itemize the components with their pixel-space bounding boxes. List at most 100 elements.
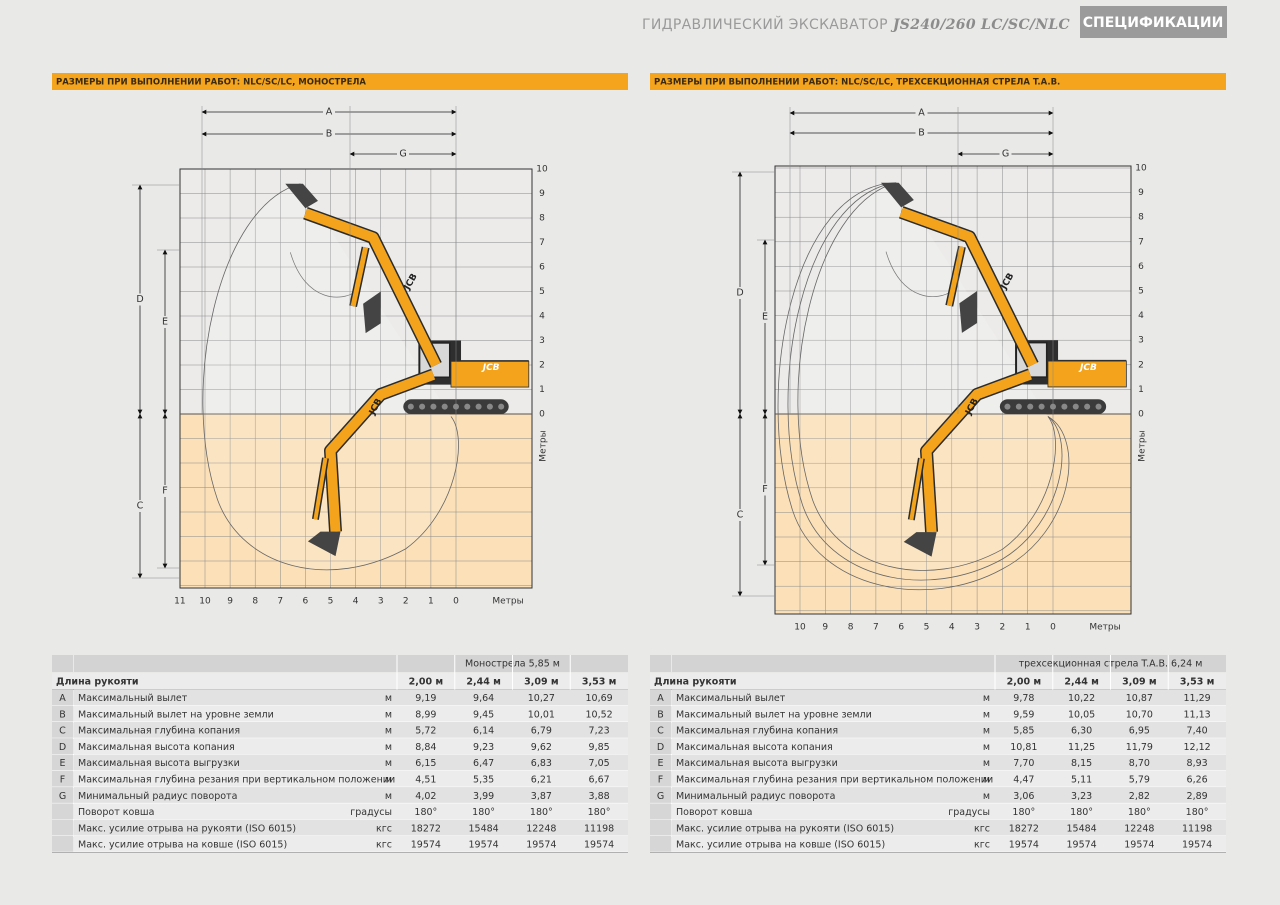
boom bbox=[921, 369, 1032, 533]
row-label: Максимальная высота копания bbox=[676, 742, 833, 753]
row-label: Максимальная глубина копания bbox=[78, 726, 240, 737]
table-row bbox=[74, 721, 628, 739]
row-value: 2,82 bbox=[1129, 791, 1150, 802]
table-row bbox=[74, 689, 628, 706]
row-value: 5,79 bbox=[1129, 774, 1150, 785]
row-label: Максимальная высота выгрузки bbox=[78, 758, 240, 769]
table-row bbox=[74, 705, 628, 722]
row-label: Макс. усилие отрыва на рукояти (ISO 6015… bbox=[78, 823, 296, 834]
x-tick-label: 0 bbox=[453, 597, 459, 607]
row-value: 10,81 bbox=[1010, 742, 1037, 753]
x-tick-label: 11 bbox=[174, 597, 185, 607]
bucket bbox=[903, 532, 937, 557]
table-arm-row bbox=[650, 673, 1226, 690]
row-value: 4,51 bbox=[415, 774, 436, 785]
row-unit: кгс bbox=[974, 840, 990, 851]
table-letter-cell bbox=[650, 787, 671, 804]
bucket bbox=[880, 182, 914, 208]
x-tick-label: 6 bbox=[303, 597, 309, 607]
row-label: Максимальная глубина резания при вертика… bbox=[676, 774, 993, 785]
table-letter-cell bbox=[650, 738, 671, 755]
row-value: 19574 bbox=[469, 840, 499, 851]
table-letter-cell bbox=[650, 803, 671, 820]
dimension-label-bg bbox=[915, 107, 928, 119]
track-roller bbox=[1084, 403, 1091, 410]
x-tick-label: 2 bbox=[1000, 623, 1006, 633]
dimension-label: E bbox=[762, 312, 768, 323]
table-letter-cell bbox=[650, 705, 671, 722]
row-label: Макс. усилие отрыва на ковше (ISO 6015) bbox=[676, 840, 885, 851]
row-value: 180° bbox=[1012, 807, 1035, 818]
row-value: 7,23 bbox=[589, 726, 610, 737]
dimension-label: E bbox=[162, 317, 168, 328]
table-arm: 3,53 м bbox=[582, 677, 617, 688]
track-roller bbox=[1095, 403, 1102, 410]
dimension-label: A bbox=[326, 107, 333, 118]
table-row bbox=[672, 705, 1226, 722]
row-letter: F bbox=[60, 774, 65, 785]
row-unit: м bbox=[385, 693, 392, 704]
row-value: 8,15 bbox=[1071, 758, 1092, 769]
row-value: 15484 bbox=[469, 823, 499, 834]
track-roller bbox=[407, 403, 414, 410]
track-roller bbox=[1061, 403, 1068, 410]
row-label: Максимальная глубина резания при вертика… bbox=[78, 774, 395, 785]
boom bbox=[325, 370, 436, 532]
dimension-label-bg bbox=[759, 483, 771, 496]
dimension-label-bg bbox=[999, 148, 1012, 160]
row-label: Максимальная высота копания bbox=[78, 742, 235, 753]
y-tick-label: 8 bbox=[539, 214, 545, 224]
y-tick-label: 3 bbox=[1138, 336, 1144, 346]
y-tick-label: 5 bbox=[539, 287, 545, 297]
table-arm-header: Длина рукояти bbox=[56, 677, 139, 688]
x-tick-label: 10 bbox=[199, 597, 211, 607]
row-letter: G bbox=[657, 791, 664, 802]
row-value: 11,79 bbox=[1126, 742, 1153, 753]
dimension-label: G bbox=[399, 149, 406, 160]
y-tick-label: 2 bbox=[539, 361, 545, 371]
row-unit: м bbox=[983, 693, 990, 704]
row-value: 8,84 bbox=[415, 742, 436, 753]
reach-envelope bbox=[787, 182, 1063, 581]
x-tick-label: 4 bbox=[949, 623, 955, 633]
x-tick-label: 9 bbox=[822, 623, 828, 633]
table-letter-cell bbox=[650, 754, 671, 771]
row-value: 19574 bbox=[1124, 840, 1154, 851]
row-value: 10,87 bbox=[1126, 693, 1153, 704]
table-row bbox=[74, 738, 628, 755]
counterweight bbox=[450, 360, 530, 388]
y-tick-label: 7 bbox=[539, 238, 545, 248]
row-value: 9,78 bbox=[1013, 693, 1034, 704]
row-letter: C bbox=[59, 726, 66, 737]
dimension-label-bg bbox=[323, 128, 335, 140]
row-value: 6,21 bbox=[531, 774, 552, 785]
y-tick-label: 3 bbox=[539, 336, 545, 346]
dimension-label-bg bbox=[915, 127, 928, 139]
row-value: 11,13 bbox=[1184, 709, 1211, 720]
row-unit: м bbox=[385, 791, 392, 802]
dimension-label: A bbox=[918, 108, 925, 119]
row-unit: м bbox=[983, 742, 990, 753]
table-boom-bg bbox=[74, 655, 628, 672]
x-tick-label: 3 bbox=[974, 623, 980, 633]
table-row bbox=[672, 787, 1226, 804]
dimension-label: G bbox=[1002, 149, 1009, 160]
row-value: 7,70 bbox=[1013, 758, 1034, 769]
row-value: 11,29 bbox=[1184, 693, 1211, 704]
row-value: 6,83 bbox=[531, 758, 552, 769]
table-row bbox=[672, 836, 1226, 853]
row-value: 8,99 bbox=[415, 709, 436, 720]
plot-below bbox=[775, 414, 1131, 614]
table-row bbox=[672, 754, 1226, 771]
track-roller bbox=[1004, 403, 1011, 410]
row-label: Минимальный радиус поворота bbox=[78, 791, 237, 802]
row-unit: кгс bbox=[974, 823, 990, 834]
header-title: ГИДРАВЛИЧЕСКИЙ ЭКСКАВАТОР JS240/260 LC/SC… bbox=[642, 15, 1070, 33]
dimension-label-bg bbox=[134, 500, 146, 512]
row-unit: кгс bbox=[376, 840, 392, 851]
row-value: 11198 bbox=[584, 823, 614, 834]
row-unit: м bbox=[385, 774, 392, 785]
table-letter-cell bbox=[52, 754, 73, 771]
boom bbox=[946, 246, 965, 307]
x-tick-label: 2 bbox=[403, 597, 409, 607]
